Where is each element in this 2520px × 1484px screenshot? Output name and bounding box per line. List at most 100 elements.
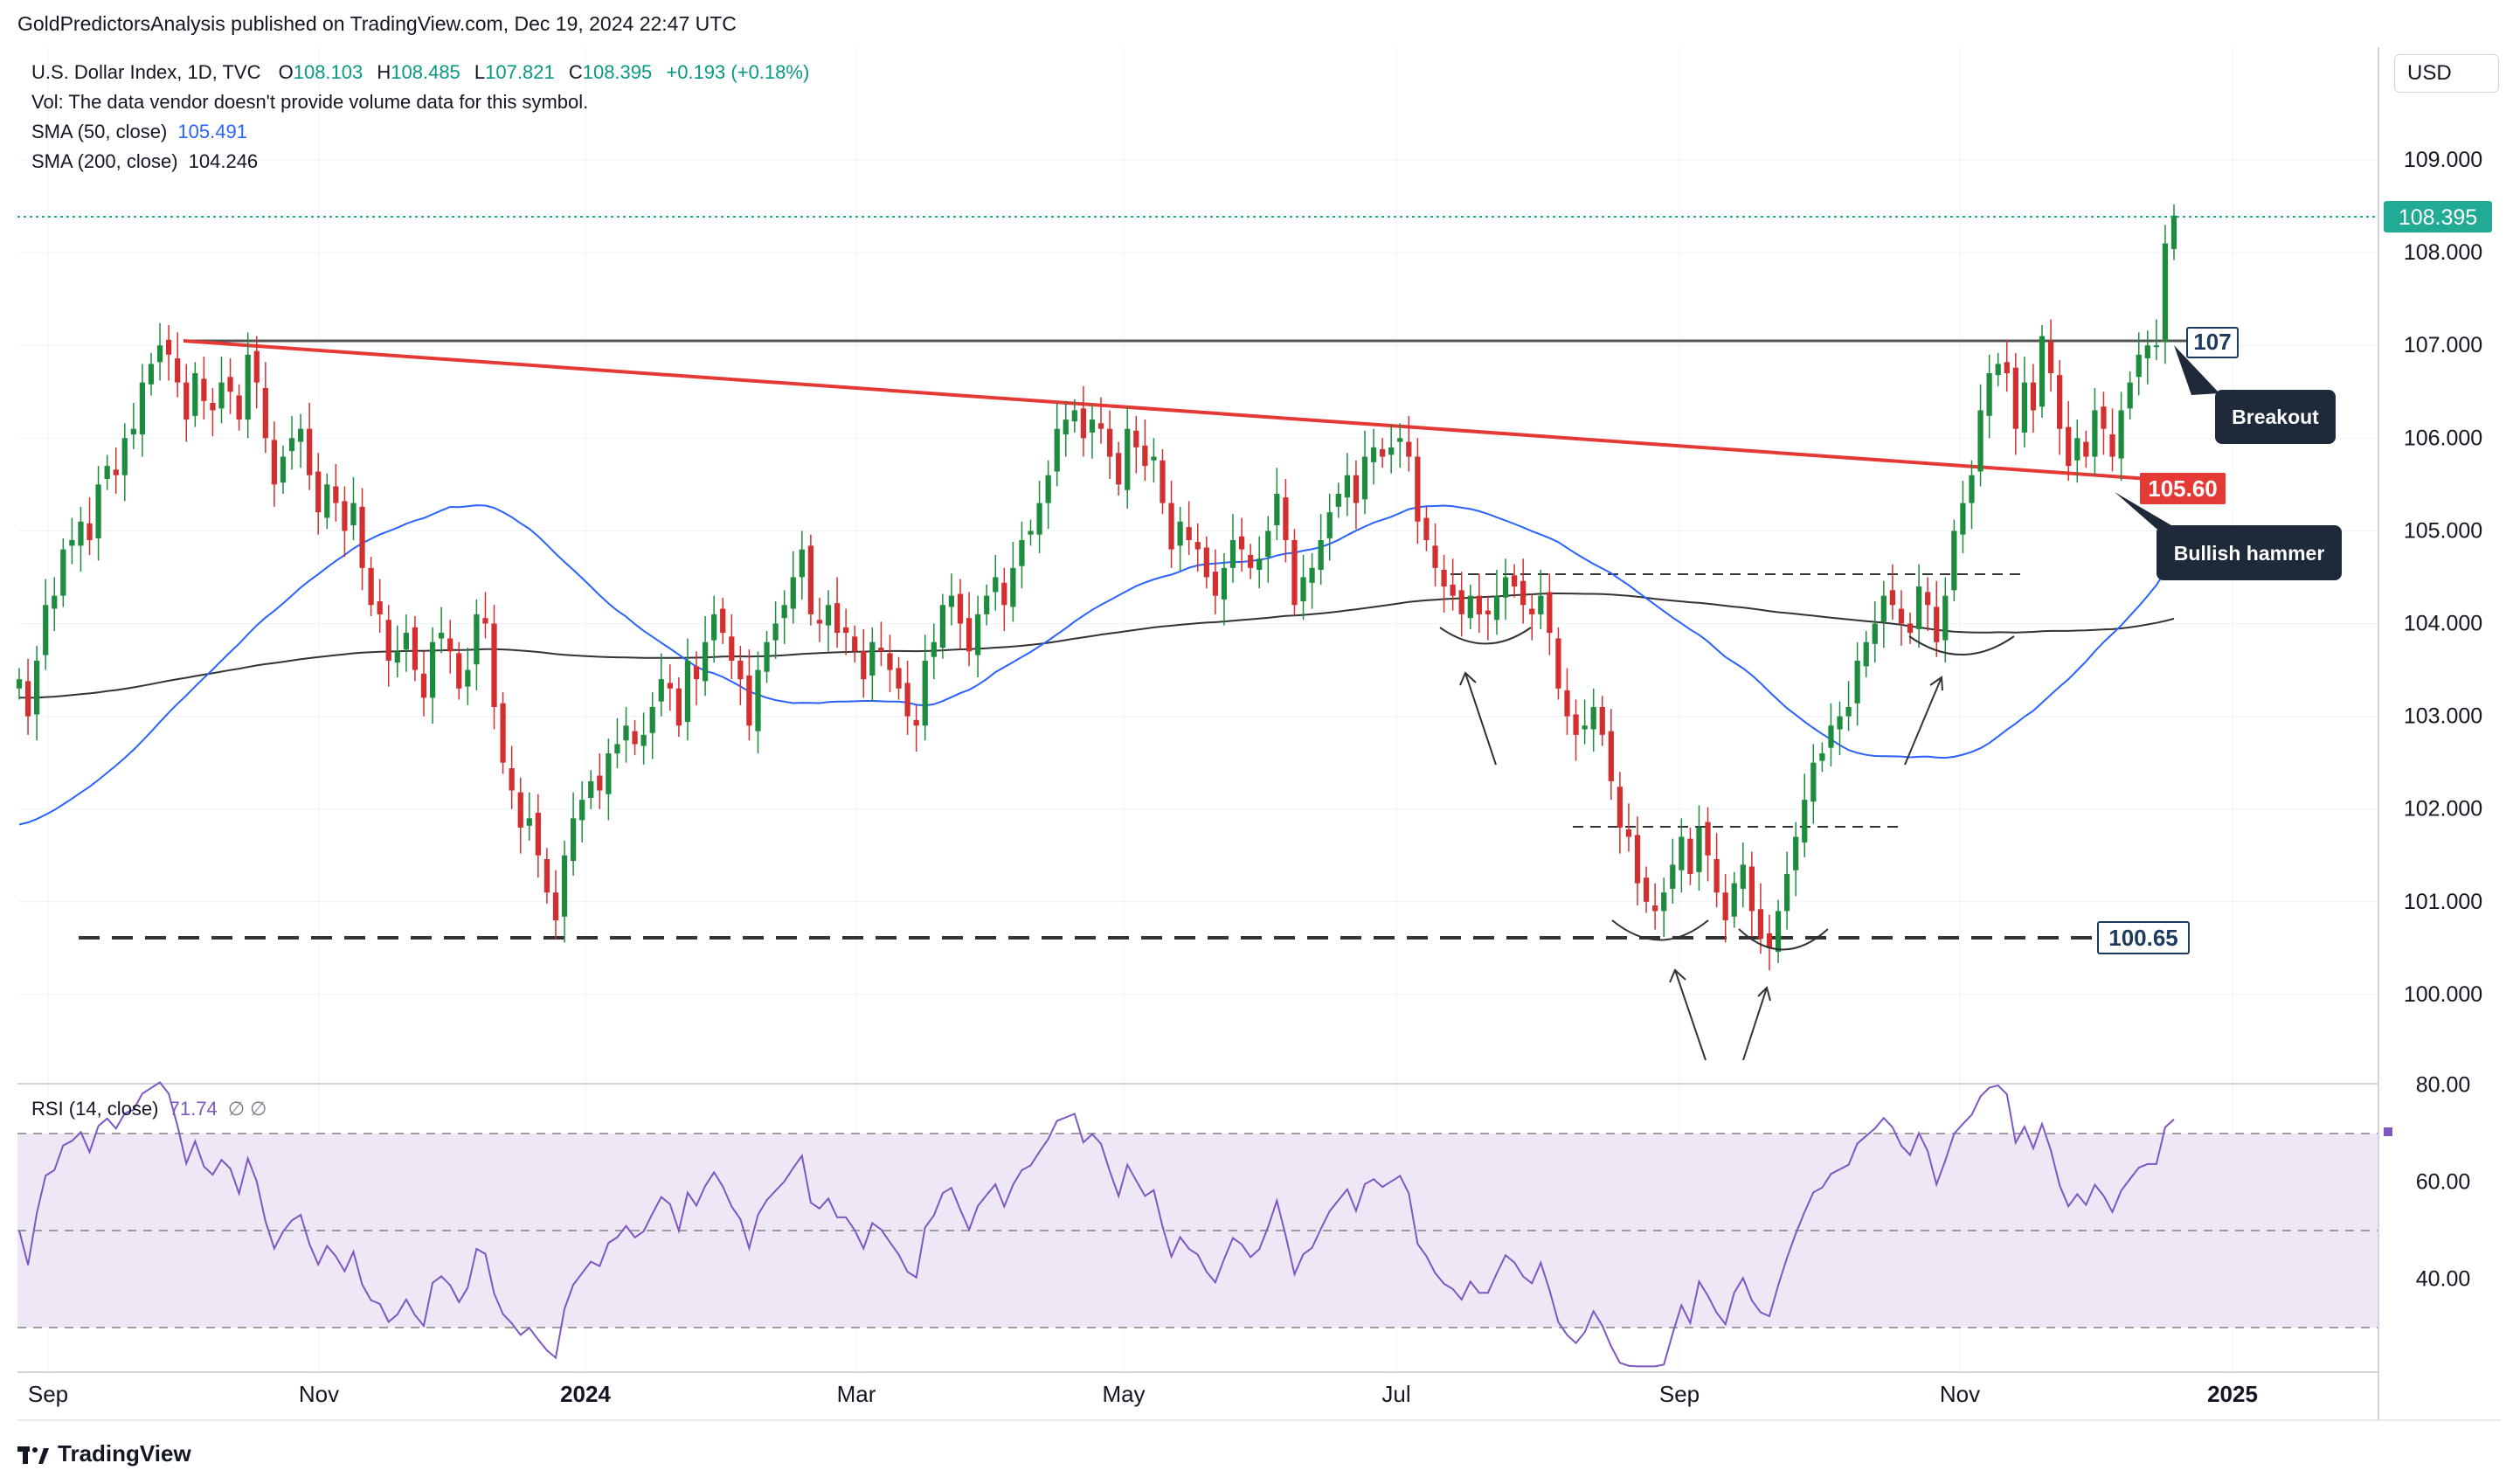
candle-body — [104, 466, 110, 479]
candle-body — [1599, 706, 1605, 735]
candle-body — [939, 605, 945, 648]
sma-50-legend[interactable]: SMA (50, close) 105.491 — [31, 117, 247, 147]
ohlc-close: 108.395 — [582, 61, 653, 83]
candle-body — [517, 792, 523, 828]
candle-body — [1001, 582, 1007, 606]
candle-body — [148, 364, 155, 385]
time-tick-label: Nov — [299, 1381, 339, 1407]
candle-body — [1238, 536, 1245, 550]
candle-body — [1450, 584, 1456, 596]
sma-50-value: 105.491 — [177, 121, 247, 142]
candle-body — [1432, 545, 1438, 568]
candle-body — [297, 428, 304, 442]
candle-body — [1071, 410, 1077, 422]
candle-body — [280, 456, 287, 483]
sma-200-path — [18, 592, 2175, 699]
candle-body — [2144, 345, 2150, 359]
publisher-line: GoldPredictorsAnalysis published on Trad… — [17, 12, 737, 35]
candle-body — [825, 605, 832, 626]
candle-body — [288, 438, 295, 452]
candle-body — [869, 641, 876, 676]
candle-body — [121, 438, 128, 475]
candle-body — [429, 641, 436, 698]
candle-body — [420, 673, 427, 698]
candle-body — [1696, 827, 1702, 872]
time-tick-label: Sep — [1659, 1381, 1700, 1407]
symbol-legend[interactable]: U.S. Dollar Index, 1D, TVC O108.103 H108… — [31, 58, 809, 87]
candle-body — [218, 382, 225, 409]
price-axis[interactable]: 109.000 108.000 107.000 106.000 105.000 104.0… — [2404, 148, 2482, 1007]
candle-body — [1194, 542, 1201, 550]
candle-body — [2127, 382, 2133, 409]
candle-body — [711, 614, 717, 641]
price-tick-label: 108.000 — [2404, 240, 2482, 265]
candle-body — [236, 395, 242, 420]
rsi-axis[interactable]: 80.00 60.00 40.00 — [2416, 1073, 2471, 1292]
candle-body — [1265, 530, 1271, 558]
candle-body — [2039, 336, 2046, 407]
candle-body — [1722, 892, 1728, 921]
candle-body — [1476, 595, 1482, 614]
candle-body — [1555, 638, 1561, 689]
candle-body — [675, 688, 682, 726]
currency-button[interactable]: USD — [2394, 54, 2499, 93]
level-label-105-60: 105.60 — [2140, 473, 2226, 504]
candle-body — [606, 753, 612, 794]
candle-body — [1353, 475, 1360, 503]
sma-50-path — [18, 504, 2175, 826]
candle-body — [887, 653, 893, 670]
candle-body — [1335, 493, 1341, 507]
candle-body — [957, 593, 964, 624]
candle-body — [43, 605, 49, 655]
candle-body — [1995, 364, 2001, 376]
candle-body — [24, 681, 31, 717]
candle-body — [2047, 341, 2054, 374]
candle-body — [78, 521, 84, 546]
sma-50-line — [18, 504, 2175, 826]
candle-body — [772, 623, 779, 641]
candle-body — [34, 660, 40, 715]
candle-body — [1344, 475, 1350, 498]
pattern-arc-left-shoulder — [1439, 627, 1532, 645]
candle-body — [16, 679, 23, 689]
candle-body — [632, 731, 638, 745]
candle-body — [456, 653, 462, 689]
candle-body — [359, 506, 365, 568]
candle-body — [816, 620, 823, 624]
candle-body — [1361, 456, 1368, 500]
rsi-legend[interactable]: RSI (14, close) 71.74 ∅ ∅ — [31, 1094, 267, 1124]
sma-200-legend[interactable]: SMA (200, close) 104.246 — [31, 147, 258, 177]
candle-body — [579, 800, 585, 821]
time-axis[interactable]: Sep Nov 2024 Mar May Jul Sep Nov 2025 — [28, 1381, 2258, 1407]
candle-body — [966, 618, 973, 652]
candle-body — [1713, 858, 1720, 893]
rsi-tick-label: 60.00 — [2416, 1170, 2471, 1195]
arrow-right-shoulder — [1904, 676, 1942, 766]
candle-body — [1617, 787, 1623, 828]
callout-text-bullish-hammer: Bullish hammer — [2174, 542, 2325, 565]
candle-body — [755, 669, 761, 732]
candle-body — [2004, 362, 2010, 374]
candle-body — [2021, 382, 2028, 433]
candle-body — [333, 486, 339, 503]
candle-body — [1080, 408, 1087, 439]
candle-body — [702, 641, 709, 682]
candle-body — [1969, 475, 1975, 503]
callout-box — [2215, 390, 2336, 444]
price-tick-label: 100.000 — [2404, 982, 2482, 1007]
candle-body — [667, 683, 673, 689]
candle-body — [1151, 456, 1157, 461]
arrow-head — [1929, 676, 1943, 691]
candle-body — [245, 354, 251, 420]
time-tick-label: Jul — [1381, 1381, 1410, 1407]
last-price-text: 108.395 — [2399, 205, 2477, 230]
candle-body — [1063, 420, 1069, 435]
level-box — [2186, 327, 2239, 358]
candlestick-series[interactable] — [16, 204, 2177, 971]
candle-body — [509, 768, 515, 791]
tradingview-brand[interactable]: TradingView — [17, 1440, 191, 1467]
candle-body — [2074, 438, 2080, 461]
candle-body — [1810, 762, 1817, 802]
candle-body — [948, 595, 955, 607]
